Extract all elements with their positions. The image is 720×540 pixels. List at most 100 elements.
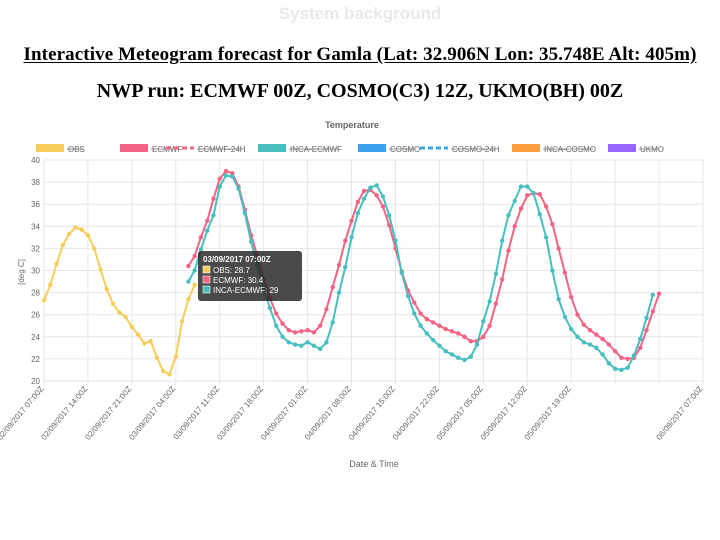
data-point[interactable] bbox=[186, 279, 191, 284]
data-point[interactable] bbox=[204, 228, 210, 233]
data-point[interactable] bbox=[543, 235, 549, 240]
data-point[interactable] bbox=[569, 294, 574, 300]
data-point[interactable] bbox=[79, 227, 84, 232]
data-point[interactable] bbox=[361, 196, 367, 201]
data-point[interactable] bbox=[336, 290, 342, 295]
data-point[interactable] bbox=[324, 306, 329, 312]
data-point[interactable] bbox=[117, 310, 122, 315]
data-point[interactable] bbox=[518, 184, 524, 189]
data-point[interactable] bbox=[638, 336, 643, 342]
data-point[interactable] bbox=[625, 365, 630, 370]
data-point[interactable] bbox=[405, 293, 411, 299]
data-point[interactable] bbox=[330, 320, 335, 325]
data-point[interactable] bbox=[192, 282, 197, 288]
data-point[interactable] bbox=[656, 291, 662, 296]
data-point[interactable] bbox=[499, 238, 505, 243]
data-point[interactable] bbox=[186, 263, 191, 269]
data-point[interactable] bbox=[386, 213, 392, 218]
data-point[interactable] bbox=[198, 247, 204, 252]
data-point[interactable] bbox=[625, 356, 630, 362]
legend-item[interactable]: COSMO-24H bbox=[420, 145, 500, 154]
data-point[interactable] bbox=[531, 190, 536, 196]
data-point[interactable] bbox=[248, 239, 254, 244]
data-point[interactable] bbox=[612, 348, 618, 354]
data-point[interactable] bbox=[349, 235, 354, 240]
data-point[interactable] bbox=[562, 314, 568, 320]
data-point[interactable] bbox=[393, 238, 398, 243]
data-point[interactable] bbox=[543, 204, 549, 209]
data-point[interactable] bbox=[223, 168, 229, 174]
data-point[interactable] bbox=[324, 340, 329, 345]
data-point[interactable] bbox=[317, 346, 323, 352]
data-point[interactable] bbox=[280, 321, 285, 326]
chart-legend[interactable]: OBS ECMWF ECMWF-24H INCA-ECMWF COSMO COSMO-24… bbox=[36, 144, 664, 154]
data-point[interactable] bbox=[267, 305, 273, 311]
data-point[interactable] bbox=[430, 337, 436, 343]
data-point[interactable] bbox=[562, 270, 568, 275]
meteogram-chart[interactable]: Temperature OBS ECMWF ECMWF-24H INCA-ECMWF C… bbox=[0, 112, 720, 472]
legend-item[interactable]: OBS bbox=[36, 144, 85, 154]
data-point[interactable] bbox=[179, 319, 185, 324]
legend-item[interactable]: INCA-ECMWF bbox=[258, 144, 342, 154]
data-point[interactable] bbox=[399, 270, 404, 275]
data-point[interactable] bbox=[418, 311, 423, 316]
data-point[interactable] bbox=[594, 332, 599, 337]
data-point[interactable] bbox=[230, 174, 235, 179]
legend-item[interactable]: ECMWF-24H bbox=[166, 145, 246, 154]
data-point[interactable] bbox=[274, 323, 279, 328]
data-point[interactable] bbox=[424, 316, 430, 322]
data-point[interactable] bbox=[525, 193, 530, 198]
data-point[interactable] bbox=[204, 218, 210, 223]
data-point[interactable] bbox=[368, 185, 373, 190]
data-point[interactable] bbox=[299, 343, 304, 348]
data-point[interactable] bbox=[518, 206, 524, 211]
data-point[interactable] bbox=[606, 361, 612, 366]
data-point[interactable] bbox=[600, 336, 605, 342]
data-point[interactable] bbox=[135, 332, 141, 337]
data-point[interactable] bbox=[343, 238, 348, 243]
data-point[interactable] bbox=[587, 327, 593, 333]
data-point[interactable] bbox=[217, 176, 222, 181]
data-point[interactable] bbox=[54, 261, 59, 267]
data-point[interactable] bbox=[600, 352, 605, 357]
data-point[interactable] bbox=[462, 357, 467, 363]
data-point[interactable] bbox=[336, 262, 342, 268]
data-point[interactable] bbox=[581, 322, 586, 327]
data-point[interactable] bbox=[443, 326, 448, 332]
data-point[interactable] bbox=[606, 342, 612, 347]
data-point[interactable] bbox=[198, 235, 204, 240]
data-point[interactable] bbox=[148, 339, 153, 344]
data-point[interactable] bbox=[412, 311, 417, 316]
data-point[interactable] bbox=[380, 194, 386, 199]
data-point[interactable] bbox=[305, 340, 310, 345]
data-point[interactable] bbox=[211, 213, 216, 218]
data-point[interactable] bbox=[512, 224, 517, 229]
data-point[interactable] bbox=[650, 292, 655, 298]
data-point[interactable] bbox=[305, 327, 310, 333]
data-point[interactable] bbox=[286, 340, 291, 345]
data-point[interactable] bbox=[493, 301, 499, 306]
data-point[interactable] bbox=[73, 225, 78, 230]
data-point[interactable] bbox=[374, 183, 379, 188]
data-point[interactable] bbox=[154, 355, 160, 360]
data-point[interactable] bbox=[424, 331, 430, 336]
legend-item[interactable]: ECMWF bbox=[120, 144, 182, 154]
data-point[interactable] bbox=[581, 340, 586, 345]
data-point[interactable] bbox=[211, 196, 216, 201]
data-point[interactable] bbox=[575, 334, 580, 339]
data-point[interactable] bbox=[587, 342, 593, 347]
data-point[interactable] bbox=[487, 299, 492, 304]
data-point[interactable] bbox=[650, 309, 655, 314]
data-point[interactable] bbox=[638, 345, 643, 351]
data-point[interactable] bbox=[192, 253, 197, 259]
data-point[interactable] bbox=[550, 268, 555, 273]
data-point[interactable] bbox=[60, 242, 66, 248]
data-point[interactable] bbox=[98, 267, 103, 272]
data-point[interactable] bbox=[468, 339, 473, 344]
data-point[interactable] bbox=[437, 323, 442, 328]
data-point[interactable] bbox=[292, 330, 298, 335]
data-point[interactable] bbox=[92, 246, 97, 251]
data-point[interactable] bbox=[437, 343, 442, 348]
data-point[interactable] bbox=[512, 198, 517, 204]
data-point[interactable] bbox=[481, 334, 486, 339]
